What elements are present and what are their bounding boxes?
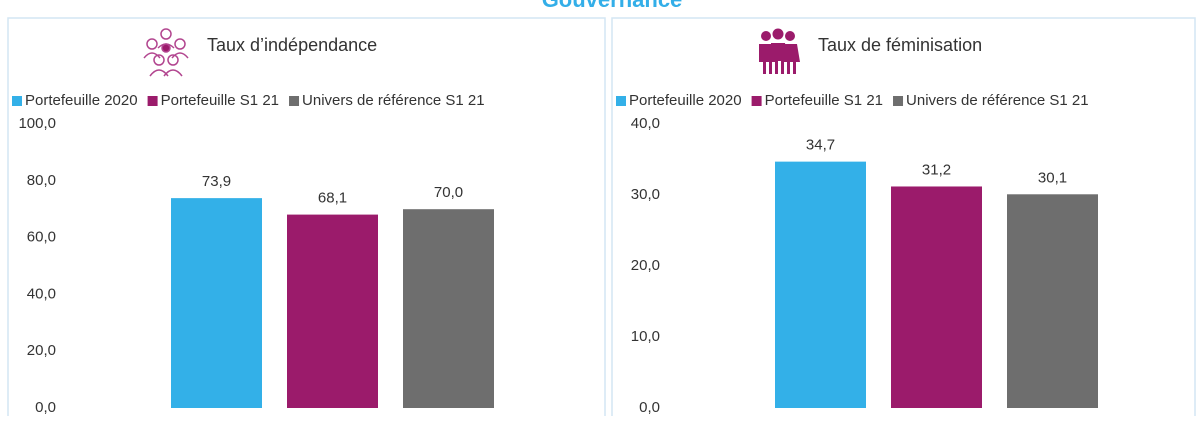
y-tick-label: 40,0 — [27, 285, 56, 302]
legend-label: Univers de référence S1 21 — [302, 92, 485, 109]
bar — [891, 186, 982, 408]
y-tick-label: 20,0 — [27, 342, 56, 359]
legend-swatch — [147, 96, 158, 106]
legend-swatch — [616, 96, 626, 106]
y-tick-label: 80,0 — [27, 172, 56, 189]
panel — [7, 17, 606, 421]
value-label: 31,2 — [922, 161, 951, 178]
chart-title: Taux de féminisation — [818, 35, 982, 55]
legend-label: Portefeuille 2020 — [629, 92, 742, 109]
y-tick-label: 100,0 — [18, 115, 56, 132]
y-tick-label: 0,0 — [35, 399, 56, 416]
legend-label: Portefeuille S1 21 — [161, 92, 279, 109]
bar — [287, 214, 378, 408]
chart-title: Taux d’indépendance — [207, 35, 377, 55]
value-label: 68,1 — [318, 190, 347, 207]
y-tick-label: 10,0 — [631, 328, 660, 345]
icon-women — [759, 28, 800, 74]
legend-swatch — [12, 96, 22, 106]
bar — [775, 161, 866, 408]
page-title: Gouvernance — [542, 0, 683, 12]
legend-label: Portefeuille S1 21 — [765, 92, 883, 109]
legend-label: Portefeuille 2020 — [25, 92, 138, 109]
y-tick-label: 20,0 — [631, 257, 660, 274]
y-tick-label: 30,0 — [631, 186, 660, 203]
panel — [611, 17, 1196, 421]
bar — [171, 198, 262, 408]
legend-label: Univers de référence S1 21 — [906, 92, 1089, 109]
value-label: 73,9 — [202, 173, 231, 190]
value-label: 70,0 — [434, 184, 463, 201]
legend-swatch — [893, 96, 904, 106]
bar — [403, 209, 494, 408]
legend-swatch — [289, 96, 300, 106]
bar — [1007, 194, 1098, 408]
y-tick-label: 60,0 — [27, 229, 56, 246]
value-label: 34,7 — [806, 137, 835, 154]
y-tick-label: 40,0 — [631, 115, 660, 132]
y-tick-label: 0,0 — [639, 399, 660, 416]
icon-group — [143, 28, 189, 77]
value-label: 30,1 — [1038, 169, 1067, 186]
legend-swatch — [751, 96, 762, 106]
